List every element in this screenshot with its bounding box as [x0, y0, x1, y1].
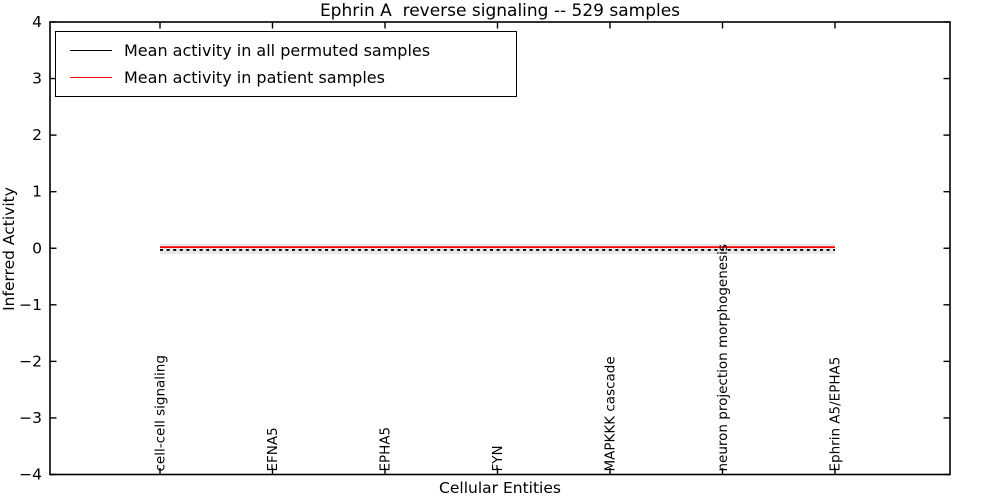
entity-label: EPHA5: [378, 427, 394, 472]
entity-label: EFNA5: [265, 427, 281, 471]
y-tick-label: 4: [32, 13, 42, 31]
entity-label: FYN: [490, 445, 506, 471]
y-tick-label: 1: [32, 183, 42, 201]
y-tick-label: 0: [32, 239, 42, 257]
entity-label: MAPKKK cascade: [603, 356, 619, 471]
legend: Mean activity in all permuted samples Me…: [55, 31, 517, 97]
y-tick-label: −4: [19, 466, 42, 484]
y-axis-label: Inferred Activity: [0, 187, 18, 311]
entity-label: Ephrin A5/EPHA5: [828, 357, 844, 472]
legend-item-patient: Mean activity in patient samples: [56, 68, 516, 87]
entity-label: neuron projection morphogenesis: [715, 244, 731, 471]
y-tick-label: −1: [19, 296, 42, 314]
legend-line-swatch-red: [70, 76, 112, 78]
legend-label: Mean activity in all permuted samples: [124, 41, 431, 61]
y-tick-label: 3: [32, 70, 42, 88]
error-band: [160, 243, 835, 254]
y-tick-label: −3: [19, 409, 42, 427]
chart-title: Ephrin A reverse signaling -- 529 sample…: [319, 1, 681, 21]
legend-item-permuted: Mean activity in all permuted samples: [56, 41, 516, 60]
y-tick-label: 2: [32, 126, 42, 144]
entity-label: cell-cell signaling: [153, 355, 169, 471]
x-axis-label: Cellular Entities: [439, 479, 561, 497]
y-tick-label: −2: [19, 352, 42, 370]
axes-spines: [49, 21, 951, 476]
legend-line-swatch-black: [70, 50, 112, 52]
legend-label: Mean activity in patient samples: [124, 67, 385, 87]
